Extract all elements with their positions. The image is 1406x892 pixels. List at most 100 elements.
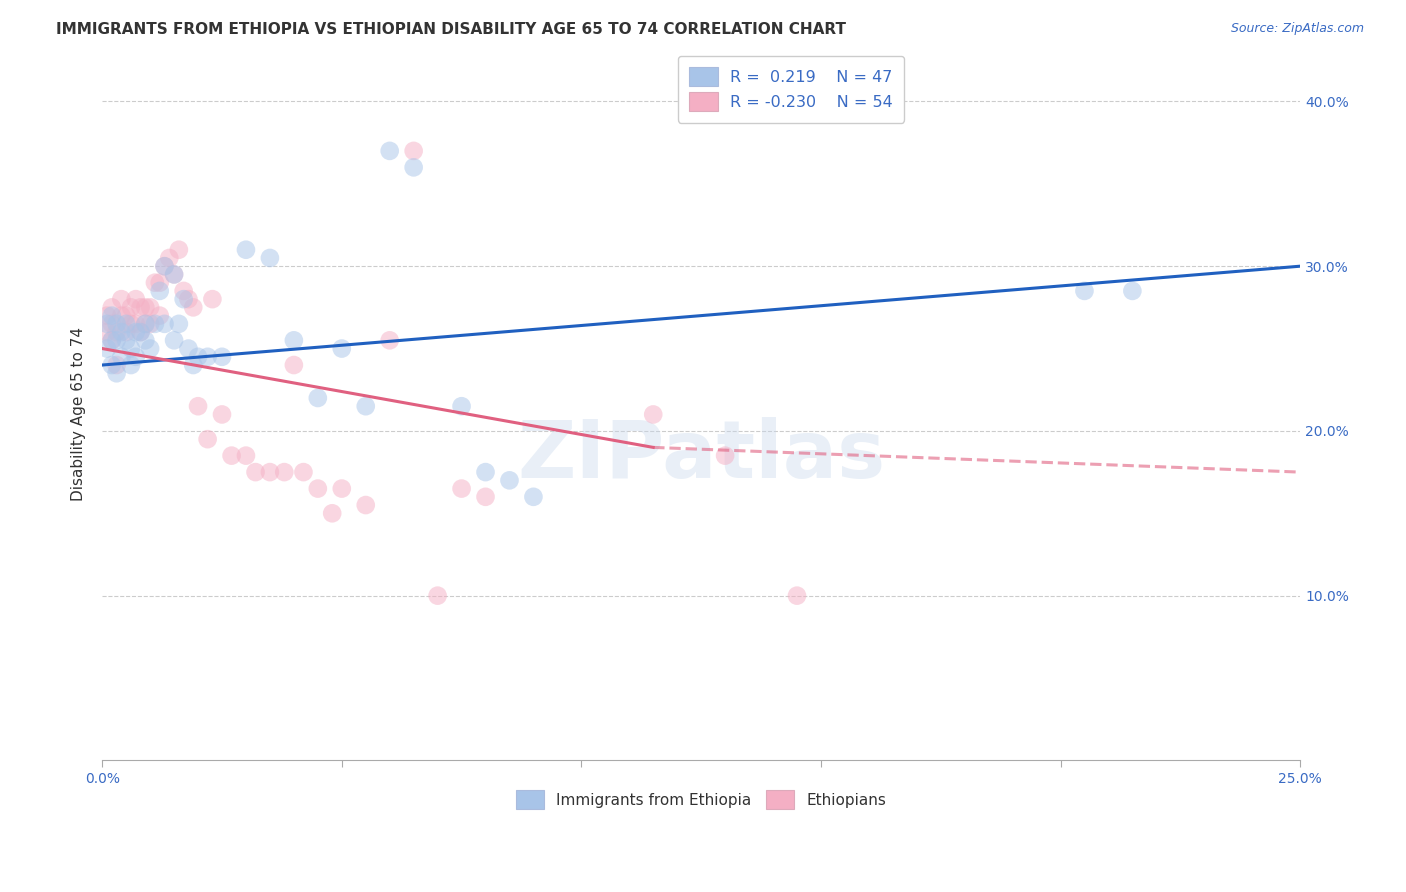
Legend: Immigrants from Ethiopia, Ethiopians: Immigrants from Ethiopia, Ethiopians xyxy=(510,784,893,815)
Point xyxy=(273,465,295,479)
Point xyxy=(134,317,156,331)
Point xyxy=(115,334,138,348)
Point xyxy=(105,366,128,380)
Point xyxy=(134,301,156,315)
Point xyxy=(120,358,142,372)
Point xyxy=(714,449,737,463)
Point xyxy=(292,465,315,479)
Point xyxy=(259,465,281,479)
Point xyxy=(129,325,152,339)
Point xyxy=(245,465,267,479)
Point xyxy=(450,482,472,496)
Point xyxy=(330,482,353,496)
Point xyxy=(211,350,233,364)
Point xyxy=(235,243,257,257)
Point xyxy=(143,317,166,331)
Point xyxy=(173,292,195,306)
Point xyxy=(378,334,401,348)
Point xyxy=(474,490,496,504)
Point xyxy=(101,334,124,348)
Point xyxy=(197,432,219,446)
Text: IMMIGRANTS FROM ETHIOPIA VS ETHIOPIAN DISABILITY AGE 65 TO 74 CORRELATION CHART: IMMIGRANTS FROM ETHIOPIA VS ETHIOPIAN DI… xyxy=(56,22,846,37)
Point xyxy=(1121,284,1143,298)
Point xyxy=(259,251,281,265)
Point xyxy=(221,449,243,463)
Point xyxy=(101,301,124,315)
Point xyxy=(283,358,305,372)
Point xyxy=(101,317,124,331)
Point xyxy=(115,309,138,323)
Point xyxy=(211,408,233,422)
Point xyxy=(120,317,142,331)
Point xyxy=(474,465,496,479)
Text: ZIPatlas: ZIPatlas xyxy=(517,417,886,495)
Point xyxy=(139,301,162,315)
Point xyxy=(105,334,128,348)
Point xyxy=(120,342,142,356)
Point xyxy=(1073,284,1095,298)
Point xyxy=(498,474,520,488)
Point xyxy=(105,325,128,339)
Point xyxy=(157,251,180,265)
Point xyxy=(129,301,152,315)
Point xyxy=(125,350,148,364)
Point xyxy=(139,342,162,356)
Point xyxy=(235,449,257,463)
Point xyxy=(402,161,425,175)
Point xyxy=(153,259,176,273)
Point xyxy=(153,317,176,331)
Point xyxy=(110,309,132,323)
Point xyxy=(402,144,425,158)
Point xyxy=(101,334,124,348)
Point xyxy=(96,317,118,331)
Y-axis label: Disability Age 65 to 74: Disability Age 65 to 74 xyxy=(72,327,86,501)
Text: Source: ZipAtlas.com: Source: ZipAtlas.com xyxy=(1230,22,1364,36)
Point xyxy=(197,350,219,364)
Point xyxy=(330,342,353,356)
Point xyxy=(120,301,142,315)
Point xyxy=(105,317,128,331)
Point xyxy=(201,292,224,306)
Point xyxy=(96,325,118,339)
Point xyxy=(129,325,152,339)
Point xyxy=(149,284,172,298)
Point xyxy=(167,243,190,257)
Point xyxy=(643,408,665,422)
Point xyxy=(450,399,472,413)
Point xyxy=(110,325,132,339)
Point xyxy=(177,292,200,306)
Point xyxy=(125,292,148,306)
Point xyxy=(105,358,128,372)
Point xyxy=(96,309,118,323)
Point xyxy=(522,490,544,504)
Point xyxy=(110,350,132,364)
Point xyxy=(378,144,401,158)
Point xyxy=(321,506,343,520)
Point xyxy=(134,317,156,331)
Point xyxy=(163,268,186,282)
Point xyxy=(149,309,172,323)
Point xyxy=(187,399,209,413)
Point xyxy=(354,498,377,512)
Point xyxy=(173,284,195,298)
Point xyxy=(153,259,176,273)
Point xyxy=(163,268,186,282)
Point xyxy=(167,317,190,331)
Point xyxy=(786,589,808,603)
Point xyxy=(115,325,138,339)
Point xyxy=(187,350,209,364)
Point xyxy=(426,589,449,603)
Point xyxy=(163,334,186,348)
Point xyxy=(307,482,329,496)
Point xyxy=(125,317,148,331)
Point xyxy=(307,391,329,405)
Point xyxy=(283,334,305,348)
Point xyxy=(149,276,172,290)
Point xyxy=(110,292,132,306)
Point xyxy=(101,358,124,372)
Point xyxy=(143,276,166,290)
Point xyxy=(125,325,148,339)
Point xyxy=(134,334,156,348)
Point xyxy=(181,301,204,315)
Point xyxy=(115,317,138,331)
